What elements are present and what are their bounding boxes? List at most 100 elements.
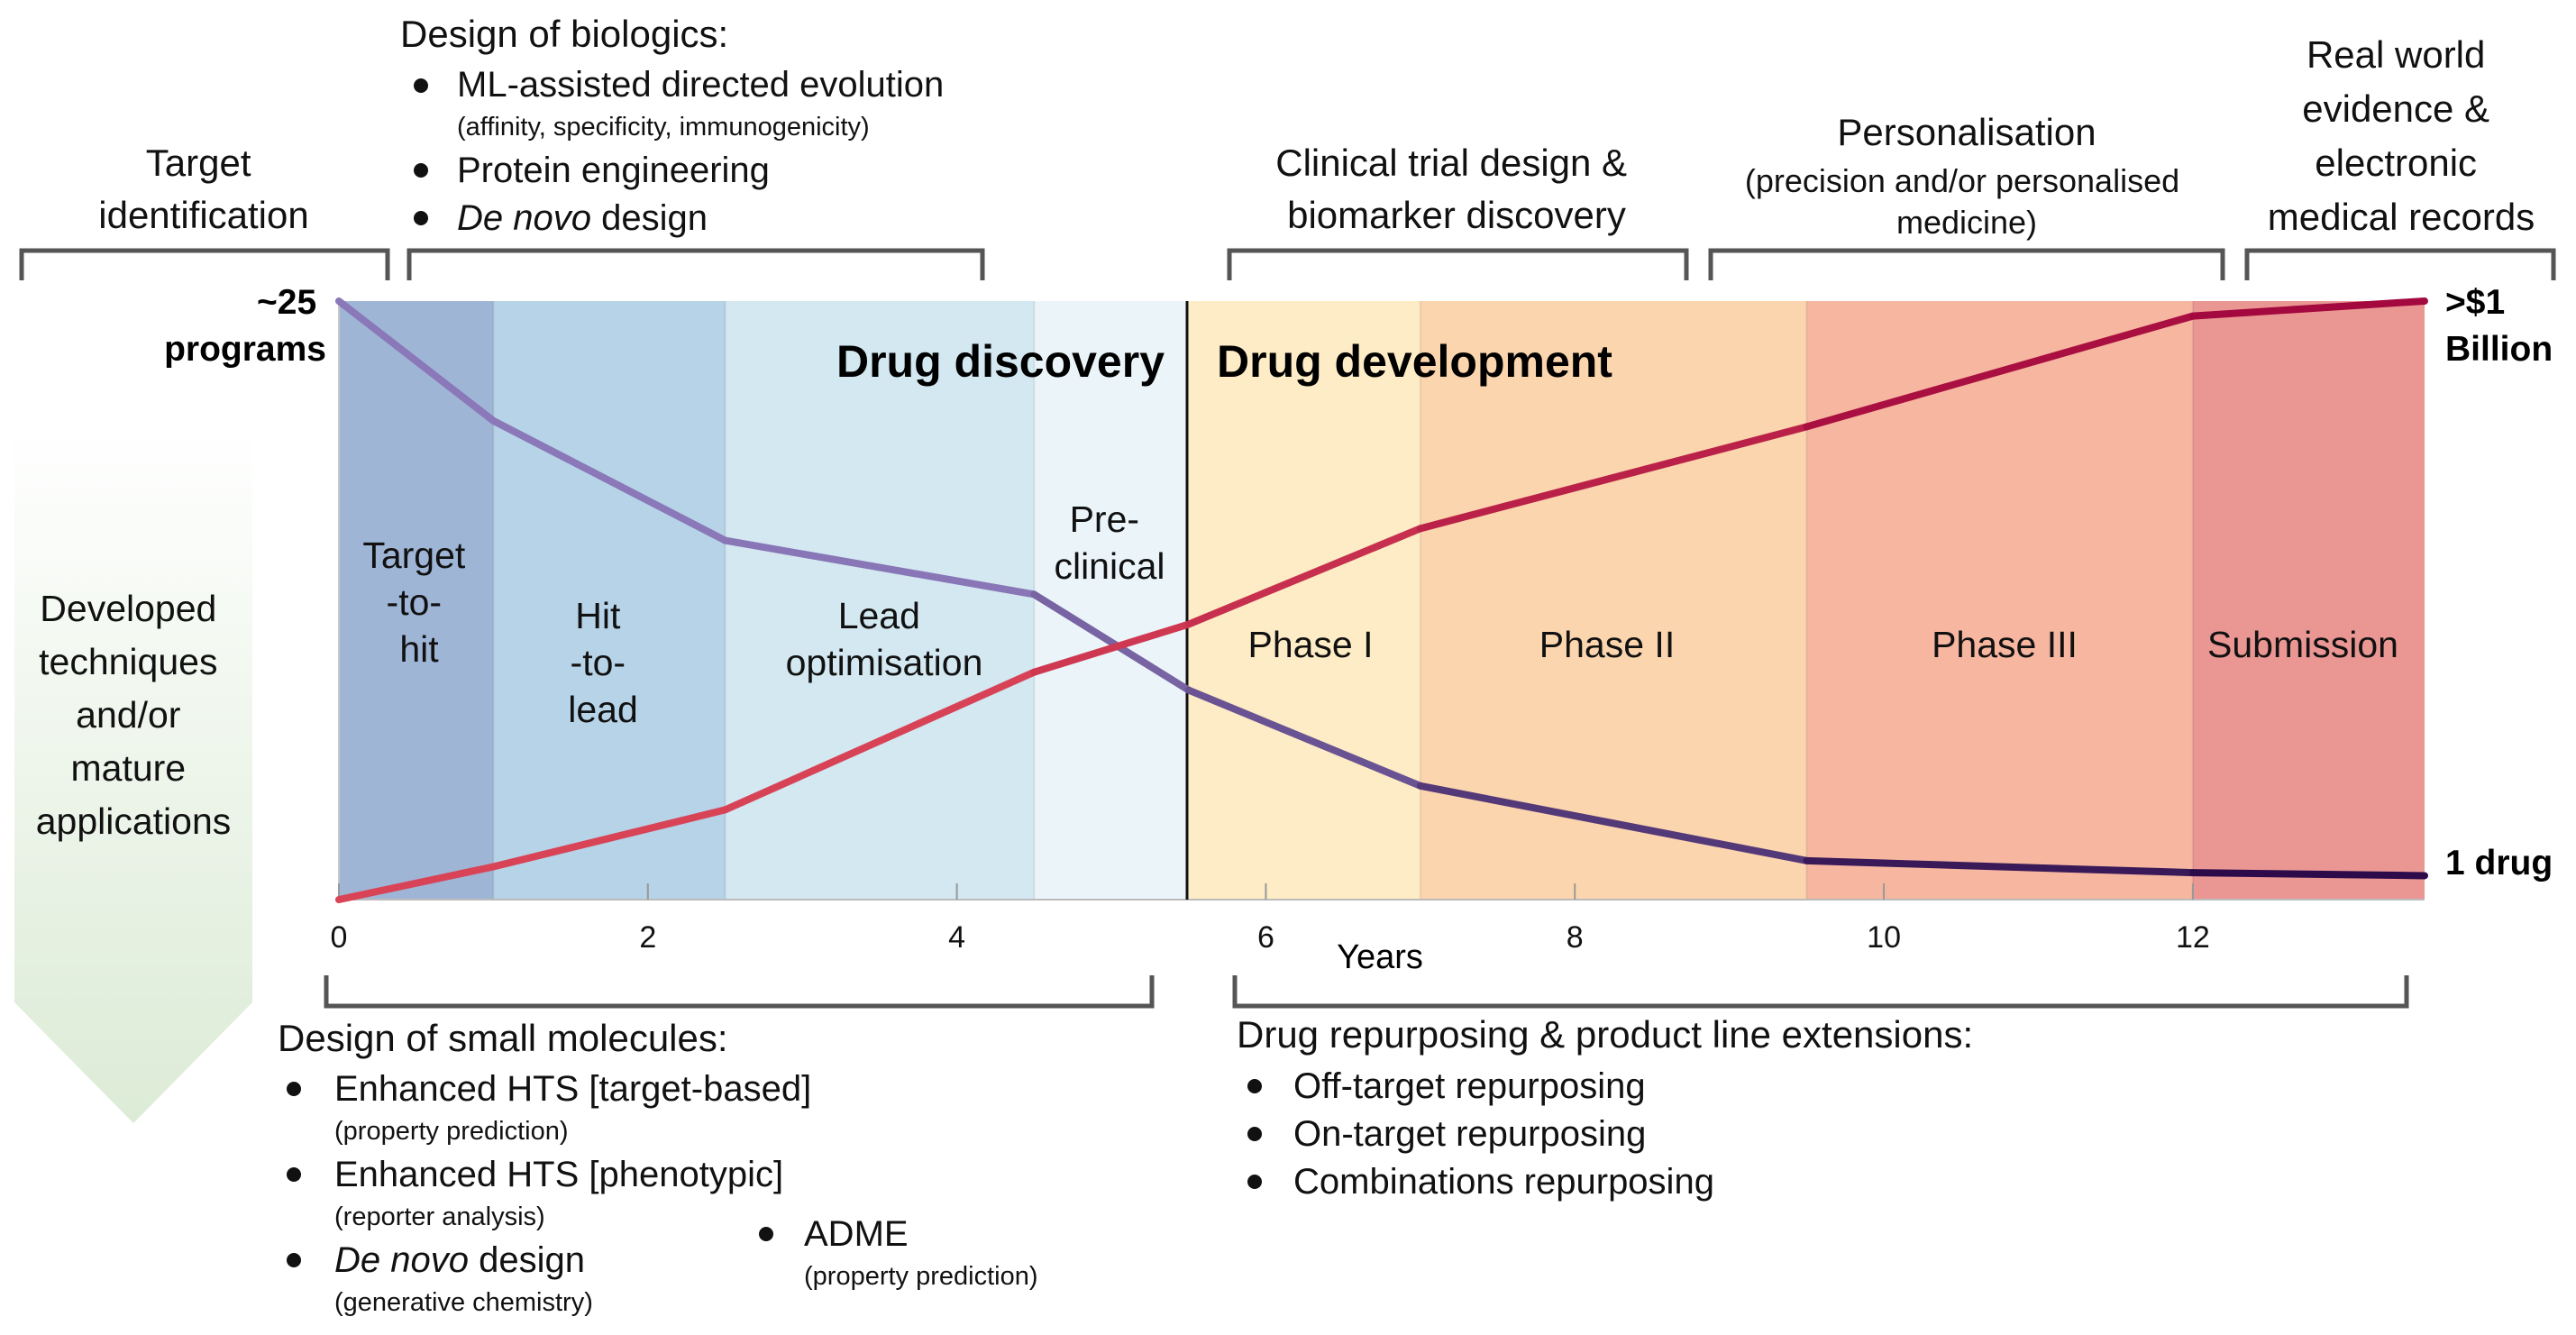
stage-label-target-to-hit: Target -to- hit bbox=[362, 535, 475, 670]
stage-label-submission: Submission bbox=[2207, 624, 2398, 665]
clinical-trial-label: Clinical trial design & biomarker discov… bbox=[1275, 142, 1638, 236]
bracket-target-identification bbox=[19, 248, 390, 280]
programs-line-segment-7 bbox=[2188, 869, 2428, 880]
small-molecules-item-3-sub: (generative chemistry) bbox=[334, 1288, 593, 1317]
chart-lines bbox=[335, 297, 2428, 903]
small-molecules-item-2-sub: (reporter analysis) bbox=[334, 1202, 545, 1231]
programs-line-segment-0 bbox=[335, 297, 498, 425]
stage-bands bbox=[339, 301, 2425, 900]
biologics-annotation: Design of biologics: ML-assisted directe… bbox=[400, 13, 944, 238]
adme-item: ADME bbox=[804, 1214, 909, 1254]
drug-discovery-title: Drug discovery bbox=[836, 336, 1165, 387]
bullet bbox=[414, 78, 428, 93]
x-tick-label-4: 4 bbox=[948, 920, 965, 955]
small-molecules-annotation: Design of small molecules: Enhanced HTS … bbox=[278, 1017, 1038, 1317]
adme-item-sub: (property prediction) bbox=[804, 1262, 1038, 1291]
svg-text:Clinical trial design &: Clinical trial design & biomarker discov… bbox=[1275, 142, 1638, 236]
bullet bbox=[759, 1227, 773, 1241]
programs-line-segment-5 bbox=[1416, 782, 1811, 864]
drug-development-title: Drug development bbox=[1217, 336, 1612, 387]
stage-band-phase1 bbox=[1188, 301, 1420, 900]
cost-line-segment-3 bbox=[1030, 620, 1192, 676]
small-molecules-item-3: De novo design bbox=[334, 1240, 585, 1280]
bracket-repurposing bbox=[1232, 975, 2409, 1009]
biologics-heading: Design of biologics: bbox=[400, 13, 728, 55]
bottom-brackets bbox=[324, 975, 2409, 1009]
small-molecules-item-2: Enhanced HTS [phenotypic] bbox=[334, 1155, 783, 1194]
programs-line-segment-2 bbox=[721, 536, 1038, 599]
programs-start-label: ~25 programs bbox=[164, 283, 326, 369]
x-tick-label-8: 8 bbox=[1567, 920, 1584, 955]
x-tick-label-2: 2 bbox=[639, 920, 656, 955]
maturity-arrow-text: Developed techniques and/or mature appli… bbox=[36, 588, 232, 842]
repurposing-annotation: Drug repurposing & product line extensio… bbox=[1237, 1013, 1973, 1202]
svg-text:Developed techniques: Developed techniques and/or mature appli… bbox=[36, 588, 232, 842]
maturity-arrow bbox=[14, 425, 252, 1123]
stage-band-submission bbox=[2192, 301, 2425, 900]
cost-line-segment-6 bbox=[1803, 312, 2197, 431]
stage-label-hit-to-lead: Hit -to- lead bbox=[568, 595, 638, 730]
x-tick-label-6: 6 bbox=[1257, 920, 1274, 955]
stage-band-phase3 bbox=[1806, 301, 2193, 900]
repurposing-item-1: Off-target repurposing bbox=[1293, 1066, 1646, 1106]
bullet bbox=[1247, 1079, 1262, 1093]
bullet bbox=[414, 163, 428, 178]
svg-text:Personalisation: Personalisation bbox=[1837, 111, 2096, 153]
repurposing-heading: Drug repurposing & product line extensio… bbox=[1237, 1013, 1973, 1056]
bullet bbox=[1247, 1175, 1262, 1189]
svg-text:Real world evidence &: Real world evidence & electronic medical… bbox=[2268, 33, 2535, 238]
small-molecules-item-1: Enhanced HTS [target-based] bbox=[334, 1069, 811, 1109]
programs-line-segment-6 bbox=[1803, 856, 2197, 877]
cost-line-segment-7 bbox=[2188, 297, 2428, 320]
target-identification-label: Target identification bbox=[98, 142, 308, 236]
stage-label-phase2: Phase II bbox=[1539, 624, 1675, 665]
bullet bbox=[287, 1082, 301, 1096]
small-molecules-item-1-sub: (property prediction) bbox=[334, 1117, 569, 1146]
bracket-small-molecules bbox=[324, 975, 1155, 1009]
biologics-item-3: De novo design bbox=[457, 198, 708, 238]
stage-band-preclinical bbox=[1034, 301, 1189, 900]
real-world-label: Real world evidence & electronic medical… bbox=[2268, 33, 2535, 238]
cost-line-segment-5 bbox=[1416, 423, 1811, 533]
stage-band-lead-optimisation bbox=[725, 301, 1035, 900]
cost-line-segment-1 bbox=[489, 806, 729, 871]
stage-label-phase3: Phase III bbox=[1932, 624, 2078, 665]
programs-line-segment-1 bbox=[489, 416, 729, 544]
bullet bbox=[287, 1253, 301, 1267]
cost-line-segment-2 bbox=[721, 668, 1038, 814]
stage-label-lead-optimisation: Lead optimisation bbox=[786, 595, 983, 683]
x-ticks: 0 2 4 6 8 10 12 bbox=[331, 883, 2210, 955]
personalisation-label: Personalisation (precision and/or person… bbox=[1745, 111, 2188, 241]
biologics-item-1-sub: (affinity, specificity, immunogenicity) bbox=[457, 113, 870, 142]
bracket-personalisation bbox=[1708, 248, 2225, 280]
programs-line-segment-4 bbox=[1184, 686, 1424, 790]
x-axis-label: Years bbox=[1337, 938, 1423, 976]
top-brackets bbox=[19, 248, 2556, 280]
stage-labels: Target -to- hit Hit -to- lead Lead optim… bbox=[362, 498, 2398, 730]
drug-end-label: 1 drug bbox=[2445, 844, 2553, 882]
x-tick-label-12: 12 bbox=[2176, 920, 2210, 955]
programs-line-segment-3 bbox=[1030, 590, 1192, 694]
x-tick-label-0: 0 bbox=[331, 920, 348, 955]
stage-label-phase1: Phase I bbox=[1247, 624, 1373, 665]
bullet bbox=[1247, 1127, 1262, 1141]
svg-text:Target identification: Target identification bbox=[98, 142, 308, 236]
svg-text:(precision and/or personalised: (precision and/or personalised medicine) bbox=[1745, 162, 2188, 241]
bullet bbox=[414, 211, 428, 225]
bullet bbox=[287, 1167, 301, 1182]
repurposing-item-2: On-target repurposing bbox=[1293, 1114, 1646, 1154]
cost-end-label: >$1 Billion bbox=[2445, 283, 2553, 369]
stage-band-hit-to-lead bbox=[493, 301, 726, 900]
small-molecules-heading: Design of small molecules: bbox=[278, 1017, 728, 1059]
bracket-real-world bbox=[2244, 248, 2556, 280]
biologics-item-1: ML-assisted directed evolution bbox=[457, 65, 944, 105]
cost-line-segment-0 bbox=[335, 863, 498, 903]
bracket-clinical-trial bbox=[1227, 248, 1689, 280]
x-tick-label-10: 10 bbox=[1867, 920, 1901, 955]
stage-label-preclinical: Pre- clinical bbox=[1054, 498, 1165, 587]
bracket-biologics bbox=[406, 248, 985, 280]
cost-line-segment-4 bbox=[1184, 525, 1424, 628]
stage-dividers bbox=[492, 301, 2194, 900]
